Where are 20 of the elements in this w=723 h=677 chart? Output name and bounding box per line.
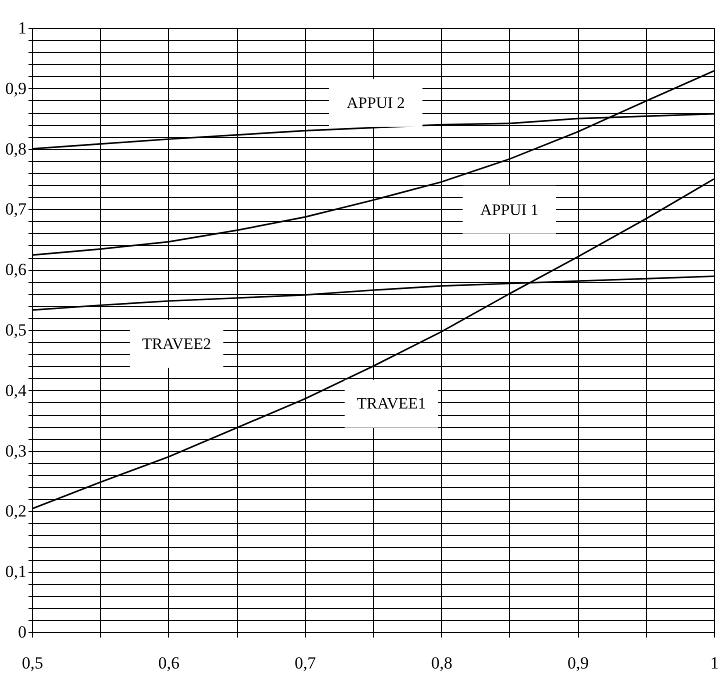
y-tick-label: 0,1 (5, 562, 26, 582)
series-label: TRAVEE1 (356, 396, 426, 413)
y-tick-label: 0,2 (5, 502, 26, 521)
y-tick-label: 0,9 (5, 78, 26, 98)
x-tick-label: 0,7 (294, 654, 316, 672)
y-tick-label: 0,4 (5, 380, 27, 400)
y-tick-label: 0,5 (5, 320, 26, 340)
y-tick-label: 0,7 (5, 200, 27, 219)
y-tick-label: 1 (18, 18, 26, 38)
y-tick-label: 0,6 (5, 260, 26, 280)
series-label: APPUI 2 (346, 94, 405, 112)
y-tick-label: 0 (18, 622, 26, 642)
x-tick-label: 1 (710, 654, 719, 672)
y-tick-label: 0,8 (5, 139, 26, 158)
x-tick-label: 0,8 (431, 654, 452, 672)
y-tick-label: 0,3 (5, 441, 26, 460)
series-label: APPUI 1 (480, 202, 539, 219)
x-tick-label: 0,9 (567, 654, 589, 672)
text: TRAVEE2 (142, 336, 212, 353)
x-tick-label: 0,6 (158, 654, 180, 672)
